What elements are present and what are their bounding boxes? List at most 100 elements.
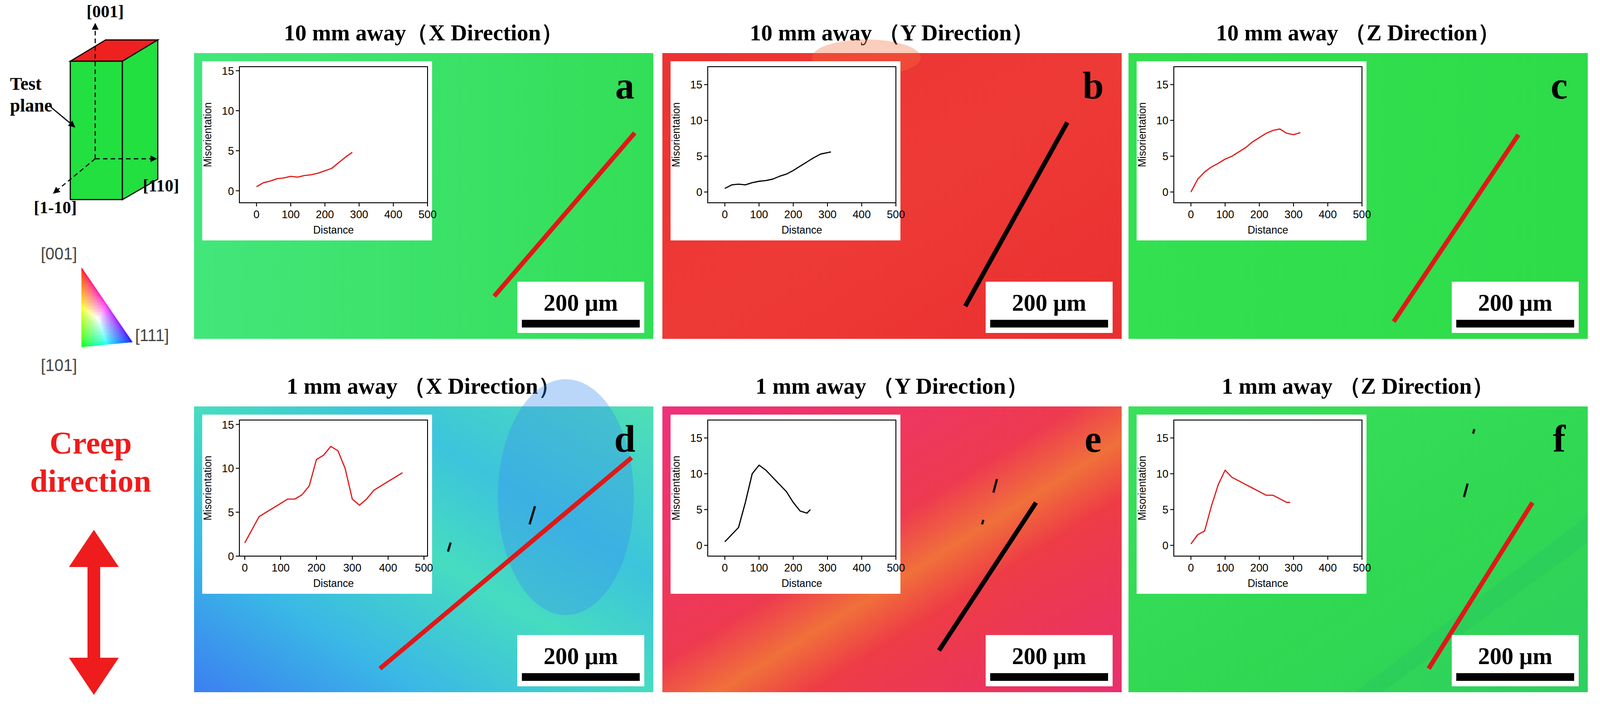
plot-frame — [707, 419, 896, 556]
ipf-cell — [123, 335, 127, 340]
ipf-cell — [94, 322, 97, 326]
ipf-cell — [92, 286, 95, 290]
ipf-cell — [100, 295, 103, 299]
x-axis-title: Distance — [781, 223, 822, 236]
ipf-cell — [94, 286, 97, 290]
ipf-cell — [81, 296, 84, 301]
ipf-cell — [104, 317, 107, 321]
ipf-cell — [104, 318, 107, 322]
panel: e200 μm — [662, 406, 1122, 692]
ipf-cell — [81, 300, 84, 304]
orientation-map — [194, 53, 654, 339]
ipf-cell — [98, 292, 101, 296]
scan-line — [938, 502, 1036, 651]
orientation-map — [1128, 53, 1588, 339]
ipf-cell — [98, 325, 101, 329]
ipf-cell — [109, 334, 112, 338]
defect — [447, 542, 451, 552]
ipf-cell — [96, 312, 99, 316]
ipf-cell — [83, 303, 87, 307]
ipf-cell — [100, 318, 103, 322]
ipf-cell — [115, 330, 118, 334]
ipf-cell — [90, 306, 93, 310]
ipf-cell — [92, 335, 95, 340]
panel-title: 1 mm away （Y Direction） — [755, 373, 1029, 399]
x-tick-label: 500 — [414, 561, 433, 574]
ipf-cell — [87, 335, 91, 340]
ipf-cell — [92, 329, 95, 333]
ipf-cell — [111, 320, 114, 325]
x-tick — [826, 555, 828, 560]
ipf-cell — [85, 293, 88, 297]
ipf-cell — [85, 326, 88, 330]
ipf-cell — [83, 280, 87, 284]
ipf-cell — [85, 309, 88, 313]
ipf-cell — [104, 324, 107, 328]
ipf-cell — [117, 330, 120, 334]
ipf-cell — [115, 333, 118, 337]
ipf-cell — [87, 313, 91, 317]
ipf-cell — [100, 325, 103, 329]
x-tick-label: 100 — [1215, 561, 1235, 574]
x-tick-label: 0 — [253, 208, 260, 221]
ipf-cell — [81, 326, 84, 331]
ipf-cell — [96, 298, 99, 302]
axis-arrow — [95, 158, 157, 160]
ipf-cell — [96, 311, 99, 316]
ipf-cell — [109, 311, 112, 315]
ipf-cell — [121, 332, 125, 336]
ipf-cell — [81, 310, 84, 314]
ipf-cell — [87, 277, 91, 281]
ipf-cell — [98, 311, 101, 316]
ipf-cell — [83, 273, 87, 278]
ipf-cell — [90, 325, 93, 330]
ipf-cell — [104, 321, 107, 325]
scale-bar-label: 200 μm — [1011, 289, 1087, 316]
ipf-cell — [96, 302, 99, 306]
ipf-cell — [83, 270, 87, 274]
ipf-cell — [113, 317, 116, 321]
ipf-cell — [121, 339, 125, 343]
ipf-cell — [83, 313, 87, 317]
ipf-cell — [92, 332, 95, 336]
ipf-cell — [104, 334, 107, 338]
x-tick — [256, 202, 258, 207]
ipf-cell — [85, 333, 88, 337]
ipf-cell — [123, 332, 127, 336]
ipf-cell — [87, 283, 91, 287]
ipf-cell — [102, 321, 106, 325]
ipf-cell — [92, 319, 95, 323]
ipf-cell — [106, 320, 110, 325]
ipf-cell — [83, 306, 87, 311]
y-tick — [1170, 155, 1174, 157]
ipf-cell — [98, 335, 101, 339]
y-tick-label: 10 — [1156, 114, 1169, 127]
panel-letter: a — [615, 64, 635, 107]
ipf-cell — [109, 324, 112, 328]
y-tick — [1170, 191, 1174, 193]
ipf-cell — [115, 316, 118, 321]
panel-letter: f — [1552, 417, 1566, 460]
ipf-cell — [92, 339, 95, 343]
ipf-cell — [117, 333, 120, 337]
panel: d200 μm — [194, 379, 654, 692]
ipf-cell — [81, 340, 84, 344]
ipf-cell — [119, 326, 122, 330]
ipf-cell — [87, 342, 91, 346]
ipf-cell — [90, 296, 93, 300]
ipf-cell — [87, 332, 91, 336]
ipf-cell — [81, 320, 84, 324]
ipf-cell — [96, 315, 99, 319]
ipf-cell — [98, 311, 101, 316]
ipf-cell — [121, 329, 125, 333]
x-tick-label: 200 — [1250, 208, 1269, 221]
ipf-cell — [87, 316, 91, 320]
ipf-cell — [87, 299, 91, 303]
ipf-cell — [87, 286, 91, 290]
x-tick-label: 200 — [1250, 561, 1269, 574]
ipf-cell — [117, 330, 120, 334]
ipf-cell — [106, 340, 110, 345]
ipf-cell — [115, 340, 118, 344]
ipf-cell — [119, 339, 122, 343]
ipf-cell — [83, 283, 87, 287]
